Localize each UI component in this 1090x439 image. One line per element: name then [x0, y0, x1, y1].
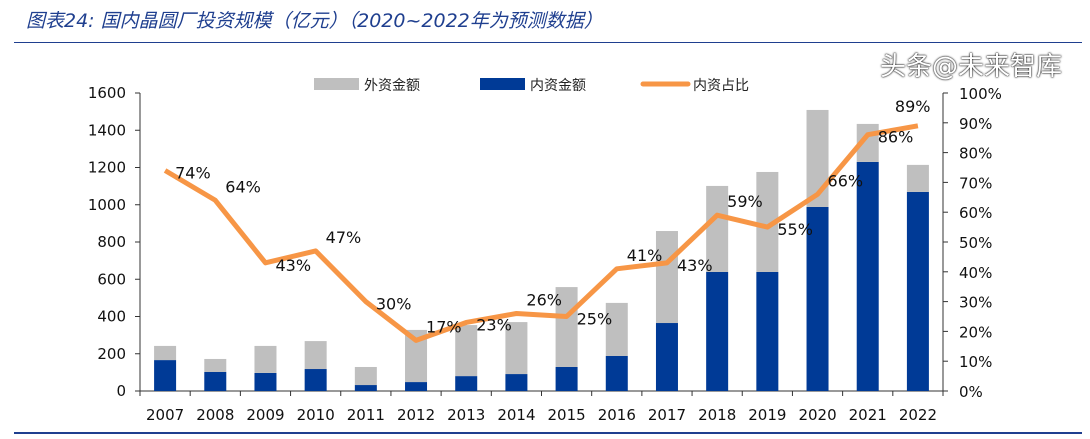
bar-foreign [455, 325, 478, 377]
ratio-data-label: 86% [878, 128, 914, 147]
chart-title: 图表24: 国内晶圆厂投资规模（亿元）（2020~2022年为预测数据） [26, 10, 603, 32]
bar-domestic [906, 191, 929, 391]
ratio-data-label: 23% [476, 315, 512, 334]
left-tick-label: 400 [97, 308, 126, 326]
ratio-data-label: 66% [828, 171, 864, 190]
bar-domestic [154, 360, 177, 391]
x-tick-label: 2020 [798, 406, 836, 424]
bar-foreign [154, 345, 177, 361]
x-tick-label: 2007 [146, 406, 184, 424]
bar-domestic [655, 323, 678, 391]
bar-domestic [706, 271, 729, 391]
x-tick-label: 2018 [698, 406, 736, 424]
bar-foreign [254, 345, 277, 373]
right-tick-label: 20% [959, 323, 992, 341]
bar-foreign [756, 171, 779, 272]
bar-domestic [455, 376, 478, 391]
bar-domestic [304, 369, 327, 391]
x-tick-label: 2010 [297, 406, 335, 424]
ratio-data-label: 55% [777, 220, 813, 239]
ratio-data-label: 25% [577, 310, 613, 329]
bar-domestic [806, 206, 829, 391]
ratio-data-label: 74% [175, 163, 211, 182]
x-tick-label: 2019 [748, 406, 786, 424]
bottom-divider [14, 432, 1082, 434]
right-tick-label: 60% [959, 204, 992, 222]
x-tick-label: 2022 [899, 406, 937, 424]
x-tick-label: 2013 [447, 406, 485, 424]
x-tick-label: 2009 [246, 406, 284, 424]
bar-foreign [605, 302, 628, 356]
bar-domestic [254, 372, 277, 391]
bar-domestic [856, 161, 879, 391]
left-tick-label: 1600 [88, 84, 126, 102]
title-divider [14, 42, 1082, 43]
ratio-data-label: 59% [727, 192, 763, 211]
ratio-line [163, 123, 919, 343]
legend-swatch-domestic [480, 78, 525, 90]
bar-foreign [354, 366, 377, 386]
ratio-data-label: 41% [627, 246, 663, 265]
bar-domestic [505, 374, 528, 391]
bar-foreign [505, 322, 528, 375]
right-tick-label: 70% [959, 174, 992, 192]
left-tick-label: 0 [116, 382, 126, 400]
x-tick-label: 2011 [347, 406, 385, 424]
x-tick-label: 2021 [849, 406, 887, 424]
right-tick-label: 50% [959, 234, 992, 252]
bar-foreign [706, 185, 729, 272]
right-tick-label: 80% [959, 145, 992, 163]
bar-domestic [605, 355, 628, 391]
ratio-data-label: 47% [326, 228, 362, 247]
bar-foreign [204, 358, 227, 373]
x-tick-label: 2008 [196, 406, 234, 424]
right-tick-label: 40% [959, 264, 992, 282]
ratio-data-label: 17% [426, 317, 462, 336]
x-tick-label: 2016 [598, 406, 636, 424]
left-tick-label: 200 [97, 345, 126, 363]
x-tick-label: 2014 [497, 406, 535, 424]
ratio-data-label: 26% [526, 291, 562, 310]
right-tick-label: 100% [959, 85, 1002, 103]
ratio-data-label: 89% [895, 97, 931, 116]
left-tick-label: 800 [97, 233, 126, 251]
bar-foreign [304, 341, 327, 370]
x-tick-label: 2012 [397, 406, 435, 424]
bar-domestic [204, 372, 227, 391]
ratio-data-label: 64% [225, 177, 261, 196]
bar-foreign [806, 109, 829, 207]
watermark: 头条@未来智库 [880, 52, 1063, 82]
bar-domestic [405, 382, 428, 391]
ratio-data-label: 30% [376, 295, 412, 314]
left-tick-label: 600 [97, 270, 126, 288]
ratio-data-label: 43% [275, 256, 311, 275]
right-tick-label: 30% [959, 294, 992, 312]
legend-label-domestic: 内资金额 [530, 78, 586, 94]
bar-foreign [906, 164, 929, 192]
left-tick-label: 1200 [88, 159, 126, 177]
legend-label-foreign: 外资金额 [364, 78, 420, 94]
left-tick-label: 1000 [88, 196, 126, 214]
right-tick-label: 90% [959, 115, 992, 133]
right-tick-label: 10% [959, 353, 992, 371]
ratio-data-label: 43% [677, 256, 713, 275]
bar-domestic [354, 385, 377, 391]
bar-foreign [405, 329, 428, 383]
bar-domestic [555, 366, 578, 391]
bar-foreign [555, 287, 578, 367]
legend-label-ratio: 内资占比 [693, 78, 749, 94]
left-tick-label: 1400 [88, 121, 126, 139]
x-tick-label: 2015 [548, 406, 586, 424]
bar-foreign [655, 231, 678, 324]
x-tick-label: 2017 [648, 406, 686, 424]
bar-domestic [756, 271, 779, 391]
legend-swatch-foreign [314, 78, 359, 90]
right-tick-label: 0% [959, 383, 983, 401]
